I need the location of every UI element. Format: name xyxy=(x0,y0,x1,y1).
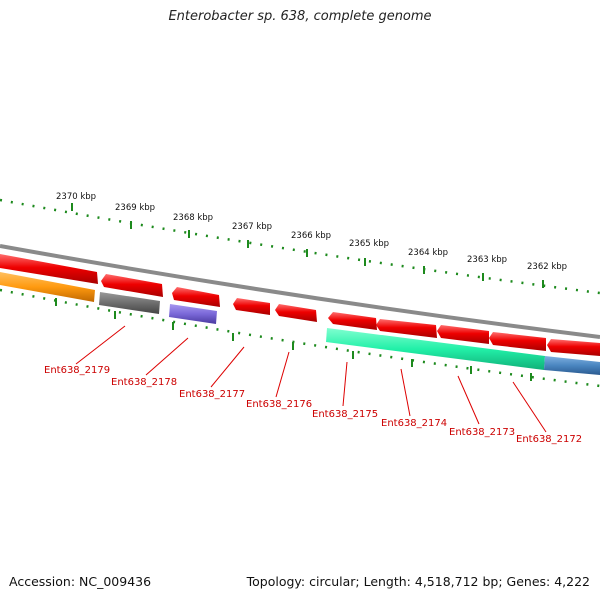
gene-label-2179: Ent638_2179 xyxy=(44,365,110,376)
gene-block-gray[interactable] xyxy=(99,292,160,314)
gene-label-2174: Ent638_2174 xyxy=(381,418,447,429)
scale-label-2362: 2362 kbp xyxy=(527,262,567,272)
scale-label-2364: 2364 kbp xyxy=(408,248,448,258)
gene-label-leaders xyxy=(75,325,547,433)
scale-label-2370: 2370 kbp xyxy=(56,192,96,202)
gene-arrow[interactable] xyxy=(0,254,98,284)
gene-block-blue[interactable] xyxy=(544,356,600,375)
genome-backbone xyxy=(0,244,600,339)
gene-block-green[interactable] xyxy=(326,328,545,370)
gene-arrow[interactable] xyxy=(376,319,437,338)
gene-arrow[interactable] xyxy=(547,339,600,356)
gene-arrow[interactable] xyxy=(275,304,317,322)
scale-label-2366: 2366 kbp xyxy=(291,231,331,241)
gene-label-2172: Ent638_2172 xyxy=(516,434,582,445)
gene-block-purple[interactable] xyxy=(169,304,217,324)
gene-arrow[interactable] xyxy=(328,312,377,330)
gene-arrow[interactable] xyxy=(101,274,163,297)
gene-track-forward xyxy=(0,254,600,356)
scale-label-2363: 2363 kbp xyxy=(467,255,507,265)
gene-track-reverse xyxy=(0,272,600,375)
scale-label-2368: 2368 kbp xyxy=(173,213,213,223)
map-title: Enterobacter sp. 638, complete genome xyxy=(168,9,432,24)
gene-label-2177: Ent638_2177 xyxy=(179,389,245,400)
accession-text: Accession: NC_009436 xyxy=(9,574,152,589)
topology-summary: Topology: circular; Length: 4,518,712 bp… xyxy=(246,574,590,589)
gene-label-2176: Ent638_2176 xyxy=(246,399,312,410)
gene-arrow[interactable] xyxy=(489,332,546,351)
gene-block-orange[interactable] xyxy=(0,272,95,302)
gene-arrow[interactable] xyxy=(437,325,489,344)
scale-label-2369: 2369 kbp xyxy=(115,203,155,213)
gene-label-2175: Ent638_2175 xyxy=(312,409,378,420)
inner-major-ticks xyxy=(55,298,532,381)
scale-label-2367: 2367 kbp xyxy=(232,222,272,232)
gene-arrow[interactable] xyxy=(233,298,270,315)
gene-label-2178: Ent638_2178 xyxy=(111,377,177,388)
scale-label-2365: 2365 kbp xyxy=(349,239,389,249)
gene-arrow[interactable] xyxy=(172,287,220,307)
scale-major-ticks xyxy=(71,203,544,288)
gene-label-2173: Ent638_2173 xyxy=(449,427,515,438)
